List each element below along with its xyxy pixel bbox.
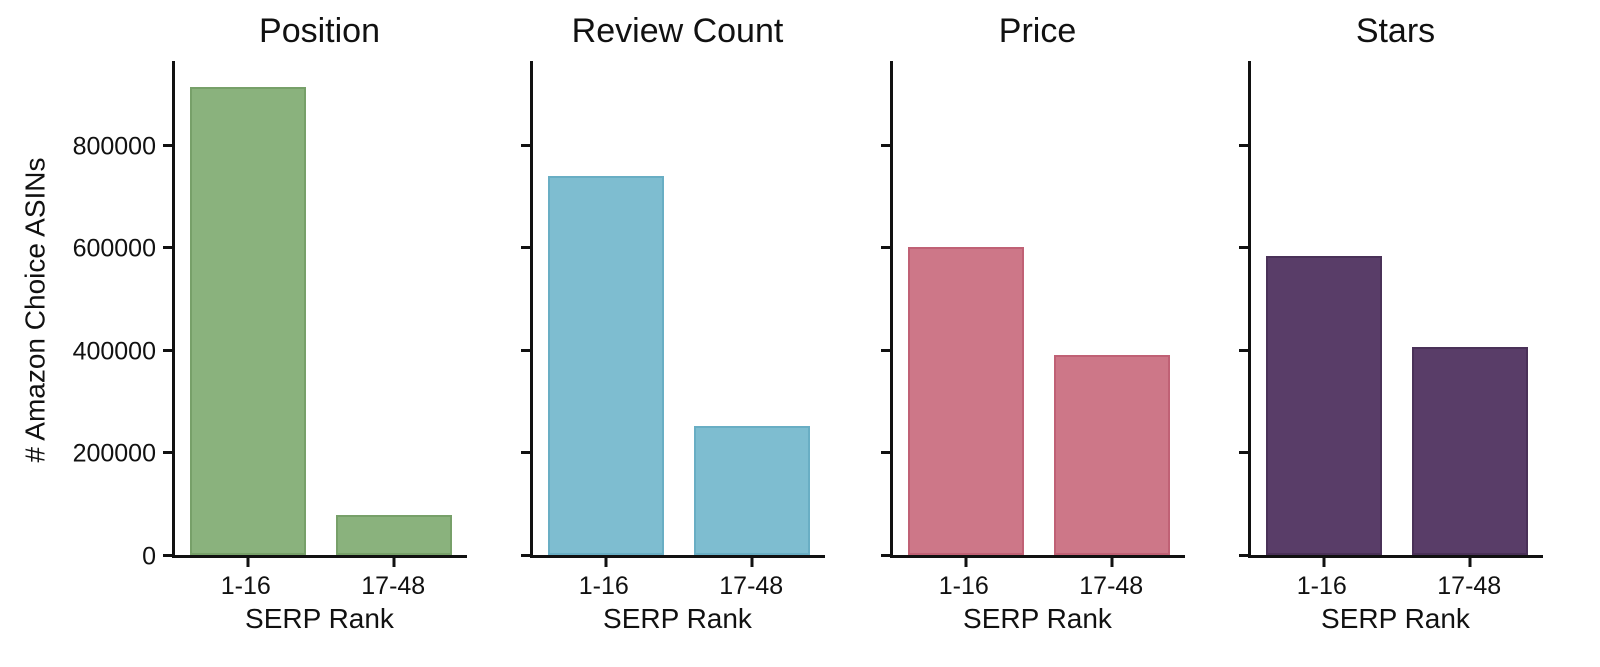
plot-area-review-count — [521, 61, 825, 567]
y-axis-label-wrap: # Amazon Choice ASINs — [16, 61, 56, 558]
subplot-stars: Stars 1-16 17-48 SERP Rank — [1239, 12, 1543, 633]
x-axis-label-review-count: SERP Rank — [603, 603, 752, 634]
chart-title-position: Position — [259, 12, 380, 50]
x-tick-label: 17-48 — [361, 572, 426, 600]
y-tick — [521, 246, 530, 250]
bar-stars-1-16 — [1265, 255, 1383, 555]
x-tick — [246, 558, 250, 567]
plot-area-position: 0 200000 400000 600000 800000 — [73, 61, 467, 569]
chart-title-price: Price — [998, 12, 1077, 50]
y-axis-label: # Amazon Choice ASINs — [20, 156, 52, 463]
x-tick — [1110, 558, 1114, 567]
x-axis-label-stars: SERP Rank — [1321, 603, 1470, 634]
y-tick-label: 600000 — [72, 234, 156, 263]
y-tick — [1239, 246, 1248, 250]
y-tick-label: 400000 — [72, 337, 156, 366]
y-tick — [881, 143, 890, 147]
x-tick — [604, 558, 608, 567]
x-tick-label: 1-16 — [1296, 572, 1347, 600]
bar-position-1-16 — [189, 86, 307, 555]
x-tick — [750, 558, 754, 567]
y-tick — [1239, 451, 1248, 455]
y-tick — [163, 553, 172, 557]
plot-area-stars — [1239, 61, 1543, 567]
y-tick — [163, 451, 172, 455]
bar-position-17-48 — [335, 515, 453, 555]
y-tick — [163, 348, 172, 352]
y-tick — [163, 246, 172, 250]
y-tick — [521, 348, 530, 352]
bar-review-count-17-48 — [693, 425, 811, 555]
subplot-price: Price 1-16 17-48 SERP Rank — [881, 12, 1185, 633]
x-tick — [1468, 558, 1472, 567]
y-tick — [881, 553, 890, 557]
x-tick — [964, 558, 968, 567]
x-tick-label: 17-48 — [1437, 572, 1502, 600]
chart-title-stars: Stars — [1355, 12, 1436, 50]
y-tick — [881, 348, 890, 352]
subplot-review-count: Review Count 1-16 17-48 SERP Rank — [521, 12, 825, 633]
x-tick-label: 1-16 — [938, 572, 989, 600]
plot-area-price — [881, 61, 1185, 567]
y-tick — [521, 553, 530, 557]
y-tick-label: 800000 — [72, 132, 156, 161]
y-tick — [1239, 348, 1248, 352]
x-tick-label: 1-16 — [220, 572, 271, 600]
y-tick — [521, 451, 530, 455]
x-axis-label-price: SERP Rank — [963, 603, 1112, 634]
x-tick-label: 17-48 — [1079, 572, 1144, 600]
y-tick — [881, 451, 890, 455]
y-tick-label: 200000 — [72, 439, 156, 468]
subplot-position: Position 0 200000 400000 600000 800000 1-16 17-… — [20, 12, 467, 633]
bar-review-count-1-16 — [547, 176, 665, 555]
y-tick-label: 0 — [142, 542, 156, 570]
y-tick — [163, 143, 172, 147]
y-tick — [1239, 553, 1248, 557]
x-tick — [392, 558, 396, 567]
bar-price-1-16 — [907, 247, 1025, 555]
bar-stars-17-48 — [1411, 347, 1529, 555]
chart-title-review-count: Review Count — [571, 12, 784, 50]
bar-price-17-48 — [1053, 354, 1171, 555]
y-tick — [1239, 143, 1248, 147]
x-tick-label: 1-16 — [578, 572, 629, 600]
x-axis-label-position: SERP Rank — [245, 603, 394, 634]
x-tick — [1322, 558, 1326, 567]
x-tick-label: 17-48 — [719, 572, 784, 600]
y-tick — [881, 246, 890, 250]
y-tick — [521, 143, 530, 147]
